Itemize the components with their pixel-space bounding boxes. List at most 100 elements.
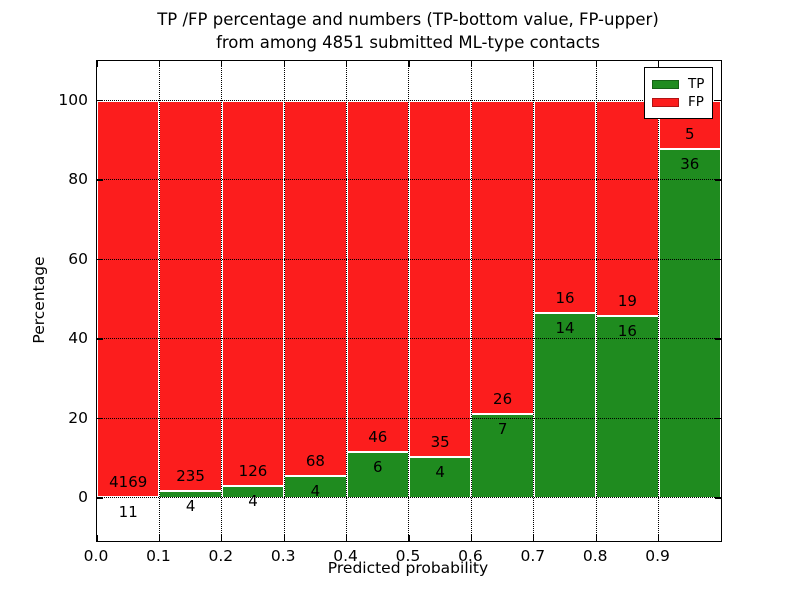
x-tick-top-0.5 xyxy=(408,61,410,67)
chart-title-line1: TP /FP percentage and numbers (TP-bottom… xyxy=(157,10,659,29)
y-tick-left-60 xyxy=(97,258,103,261)
y-tick-right-20 xyxy=(715,417,721,420)
x-axis-label: Predicted probability xyxy=(327,559,489,577)
x-tick-label-0.5: 0.5 xyxy=(395,547,421,565)
x-tick-label-0.0: 0.0 xyxy=(83,547,109,565)
bar-bin-0.2-0.3 xyxy=(221,100,285,498)
y-tick-label-80: 80 xyxy=(68,170,88,189)
x-tick-bottom-0.9 xyxy=(657,535,660,541)
bar-bin-0.9-1.0 xyxy=(658,100,721,498)
tp-count-label-0.2-0.3: 4 xyxy=(248,491,258,510)
x-tick-bottom-0.8 xyxy=(595,535,597,541)
fp-count-label-0.1-0.2: 235 xyxy=(176,467,205,486)
y-tick-label-40: 40 xyxy=(68,329,88,348)
x-tick-label-0.7: 0.7 xyxy=(520,547,546,565)
legend-label-fp: FP xyxy=(688,94,704,110)
y-tick-left-80 xyxy=(97,179,103,181)
gridline-x-0.8 xyxy=(595,61,597,541)
tp-count-label-0.5-0.6: 4 xyxy=(435,463,445,482)
bar-bin-0.3-0.4 xyxy=(284,100,347,498)
x-tick-top-0.2 xyxy=(221,61,223,67)
x-tick-bottom-0.0 xyxy=(96,535,98,541)
y-tick-right-0 xyxy=(715,497,721,499)
fp-count-label-0.4-0.5: 46 xyxy=(368,428,388,447)
x-tick-bottom-0.5 xyxy=(408,535,410,541)
bar-segment-fp-0.6-0.7 xyxy=(471,100,534,414)
bar-segment-fp-0.4-0.5 xyxy=(346,100,409,453)
tp-count-label-0.3-0.4: 4 xyxy=(310,481,321,500)
x-tick-top-0.4 xyxy=(345,61,348,67)
legend-swatch-tp-icon xyxy=(652,79,679,89)
gridline-x-0.7 xyxy=(533,61,535,541)
tp-count-label-0.0-0.1: 11 xyxy=(118,502,138,521)
bar-segment-fp-0.8-0.9 xyxy=(596,100,659,317)
x-tick-bottom-0.1 xyxy=(158,535,161,541)
legend-item-tp: TP xyxy=(652,76,704,92)
bar-bin-0.6-0.7 xyxy=(471,100,534,498)
fp-count-label-0.5-0.6: 35 xyxy=(430,433,450,452)
tp-count-label-0.7-0.8: 14 xyxy=(555,318,575,337)
bar-bin-0.1-0.2 xyxy=(159,100,222,498)
x-tick-top-0.8 xyxy=(595,61,597,67)
x-tick-bottom-0.7 xyxy=(533,535,535,541)
chart-title: TP /FP percentage and numbers (TP-bottom… xyxy=(88,8,728,54)
x-tick-label-0.8: 0.8 xyxy=(582,547,608,565)
y-tick-right-80 xyxy=(715,179,721,181)
bar-bin-0.0-0.1 xyxy=(97,100,160,498)
gridline-x-0.2 xyxy=(221,61,223,541)
tp-count-label-0.4-0.5: 6 xyxy=(373,458,383,477)
tp-count-label-0.9-1.0: 36 xyxy=(680,155,700,174)
bar-segment-fp-0.5-0.6 xyxy=(409,100,472,458)
gridline-x-0.6 xyxy=(470,61,472,541)
plot-area: TP FP 4169 11 235 4 126 4 68 4 46 6 35 4 26 7 16 14 19 16… xyxy=(96,60,722,542)
tp-count-label-0.8-0.9: 16 xyxy=(617,322,637,341)
bar-segment-fp-0.3-0.4 xyxy=(284,100,347,476)
fp-count-label-0.3-0.4: 68 xyxy=(305,451,325,470)
x-tick-top-0.3 xyxy=(283,61,285,67)
bar-segment-tp-0.6-0.7 xyxy=(471,413,534,498)
fp-count-label-0.6-0.7: 26 xyxy=(493,389,513,408)
bar-segment-tp-0.9-1.0 xyxy=(658,149,721,498)
y-tick-right-40 xyxy=(715,338,721,340)
fp-count-label-0.7-0.8: 16 xyxy=(555,288,575,307)
x-tick-bottom-0.2 xyxy=(221,535,223,541)
bar-bin-0.5-0.6 xyxy=(409,100,472,498)
fp-count-label-0.8-0.9: 19 xyxy=(617,292,637,311)
x-tick-top-0.1 xyxy=(158,61,161,67)
x-tick-label-0.6: 0.6 xyxy=(458,547,483,565)
y-tick-left-20 xyxy=(97,417,103,420)
y-tick-left-100 xyxy=(97,100,103,102)
gridline-x-0.5 xyxy=(408,61,410,541)
y-tick-left-0 xyxy=(97,497,103,499)
x-tick-label-0.4: 0.4 xyxy=(333,547,358,565)
legend: TP FP xyxy=(644,67,714,119)
gridline-x-0.3 xyxy=(283,61,285,541)
y-tick-label-0: 0 xyxy=(78,488,88,506)
x-tick-bottom-0.4 xyxy=(345,535,348,541)
fp-count-label-0.2-0.3: 126 xyxy=(238,461,268,480)
bar-segment-tp-0.5-0.6 xyxy=(409,457,472,498)
fp-count-label-0.9-1.0: 5 xyxy=(685,125,695,144)
gridline-x-0.1 xyxy=(158,61,160,541)
gridline-x-0.4 xyxy=(345,61,347,541)
y-tick-left-40 xyxy=(97,338,103,340)
x-tick-top-0.0 xyxy=(96,61,98,67)
legend-label-tp: TP xyxy=(688,76,705,92)
y-tick-label-60: 60 xyxy=(68,249,88,268)
legend-item-fp: FP xyxy=(652,94,704,110)
tp-count-label-0.6-0.7: 7 xyxy=(497,419,508,438)
x-tick-bottom-0.3 xyxy=(283,535,285,541)
tp-count-label-0.1-0.2: 4 xyxy=(185,497,196,516)
x-tick-label-0.2: 0.2 xyxy=(208,547,234,565)
x-tick-top-0.9 xyxy=(657,61,660,67)
gridline-x-0.9 xyxy=(657,61,659,541)
x-tick-bottom-0.6 xyxy=(470,535,473,541)
x-tick-top-0.6 xyxy=(470,61,473,67)
y-tick-label-100: 100 xyxy=(58,90,88,109)
chart-title-line2: from among 4851 submitted ML-type contac… xyxy=(216,33,600,52)
bar-segment-tp-0.8-0.9 xyxy=(596,316,659,498)
bar-segment-fp-0.0-0.1 xyxy=(97,100,160,497)
x-tick-label-0.3: 0.3 xyxy=(270,547,296,565)
fp-count-label-0.0-0.1: 4169 xyxy=(109,472,148,491)
